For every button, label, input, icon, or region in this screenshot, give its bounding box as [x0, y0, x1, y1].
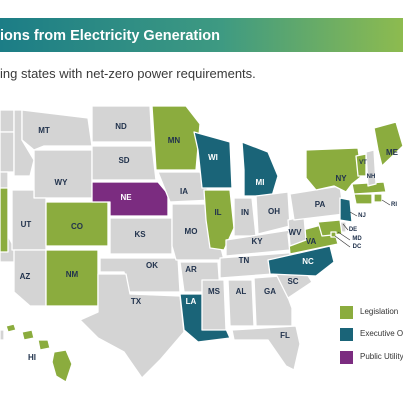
state-label-wi: WI — [208, 153, 218, 162]
state-label-sc: SC — [287, 277, 298, 286]
state-ks — [109, 217, 173, 255]
executive-order-label: Executive Or — [360, 329, 403, 338]
state-label-il: IL — [214, 208, 221, 217]
state-nd — [91, 105, 153, 143]
state-label-dc: DC — [353, 244, 362, 250]
state-ct — [353, 193, 373, 205]
us-states-map: MT WY UT AZ CO NM ND SD NE KS OK TX MN IA MO AR LA WI IL MI… — [0, 105, 403, 383]
state-az — [13, 249, 47, 307]
state-label-pa: PA — [315, 200, 326, 209]
state-label-sd: SD — [118, 156, 129, 165]
state-wa — [0, 109, 15, 133]
state-in — [233, 197, 257, 237]
state-mi — [241, 141, 279, 197]
state-label-al: AL — [236, 287, 247, 296]
state-label-tx: TX — [131, 297, 142, 306]
state-il — [203, 189, 235, 251]
state-label-fl: FL — [280, 331, 290, 340]
state-label-ms: MS — [208, 287, 221, 296]
callout-lines — [334, 199, 391, 248]
state-wi — [193, 131, 233, 189]
nj-callout-line — [349, 211, 358, 217]
state-label-vt: VT — [359, 160, 367, 166]
state-label-oh: OH — [268, 207, 280, 216]
legislation-swatch — [340, 306, 353, 319]
state-label-la: LA — [186, 297, 197, 306]
state-label-nh: NH — [367, 174, 376, 180]
state-ms — [201, 279, 227, 331]
state-label-nj: NJ — [358, 213, 366, 219]
state-shapes — [0, 105, 403, 383]
state-hi — [5, 323, 73, 383]
state-label-ia: IA — [180, 187, 188, 196]
state-label-md: MD — [352, 236, 362, 242]
state-label-mt: MT — [38, 126, 50, 135]
state-label-nm: NM — [66, 270, 79, 279]
de-callout-line — [342, 223, 349, 231]
state-label-ar: AR — [185, 265, 197, 274]
state-co — [45, 201, 109, 247]
state-ut — [11, 189, 47, 251]
md-callout-line — [337, 231, 351, 241]
state-tx — [79, 273, 185, 379]
state-mt — [21, 109, 93, 151]
executive-order-swatch — [340, 328, 353, 341]
state-nj — [339, 197, 353, 223]
state-al — [227, 279, 255, 327]
page-title: ions from Electricity Generation — [0, 28, 220, 44]
state-label-ky: KY — [251, 237, 263, 246]
state-wy — [33, 149, 93, 199]
state-label-va: VA — [306, 237, 317, 246]
state-label-me: ME — [386, 148, 399, 157]
state-label-mo: MO — [185, 227, 198, 236]
state-label-ga: GA — [264, 287, 276, 296]
page-subtitle: ing states with net-zero power requireme… — [0, 66, 256, 81]
state-label-tn: TN — [239, 256, 250, 265]
state-label-wv: WV — [289, 228, 303, 237]
title-banner — [0, 18, 403, 52]
state-label-ks: KS — [134, 230, 146, 239]
state-label-mi: MI — [256, 178, 265, 187]
state-label-ri: RI — [391, 202, 397, 208]
state-label-hi: HI — [28, 353, 36, 362]
state-fl — [231, 325, 301, 371]
state-sd — [91, 145, 157, 181]
state-me — [373, 121, 403, 167]
state-label-ok: OK — [146, 261, 158, 270]
state-label-ut: UT — [21, 220, 32, 229]
state-labels: MT WY UT AZ CO NM ND SD NE KS OK TX MN IA MO AR LA WI IL MI… — [20, 122, 399, 362]
dc-callout-line — [334, 235, 351, 248]
state-label-wy: WY — [55, 178, 69, 187]
state-vt — [355, 153, 367, 177]
ri-callout-line — [381, 199, 391, 206]
legislation-label: Legislation — [360, 307, 399, 316]
state-label-in: IN — [241, 208, 249, 217]
state-label-ne: NE — [120, 193, 132, 202]
state-or — [0, 131, 15, 173]
state-label-nd: ND — [115, 122, 127, 131]
state-label-nc: NC — [302, 257, 314, 266]
state-label-ny: NY — [335, 174, 347, 183]
state-label-co: CO — [71, 222, 83, 231]
state-label-mn: MN — [168, 136, 181, 145]
public-utility-label: Public Utility — [360, 352, 403, 361]
state-ak — [0, 329, 5, 341]
state-label-az: AZ — [20, 272, 31, 281]
state-label-de: DE — [349, 227, 357, 233]
public-utility-swatch — [340, 351, 353, 364]
state-nh — [365, 149, 377, 187]
state-ne — [91, 181, 169, 217]
state-nv — [0, 187, 9, 253]
state-ga — [253, 275, 293, 327]
state-md — [317, 219, 343, 237]
state-ri — [373, 193, 383, 203]
